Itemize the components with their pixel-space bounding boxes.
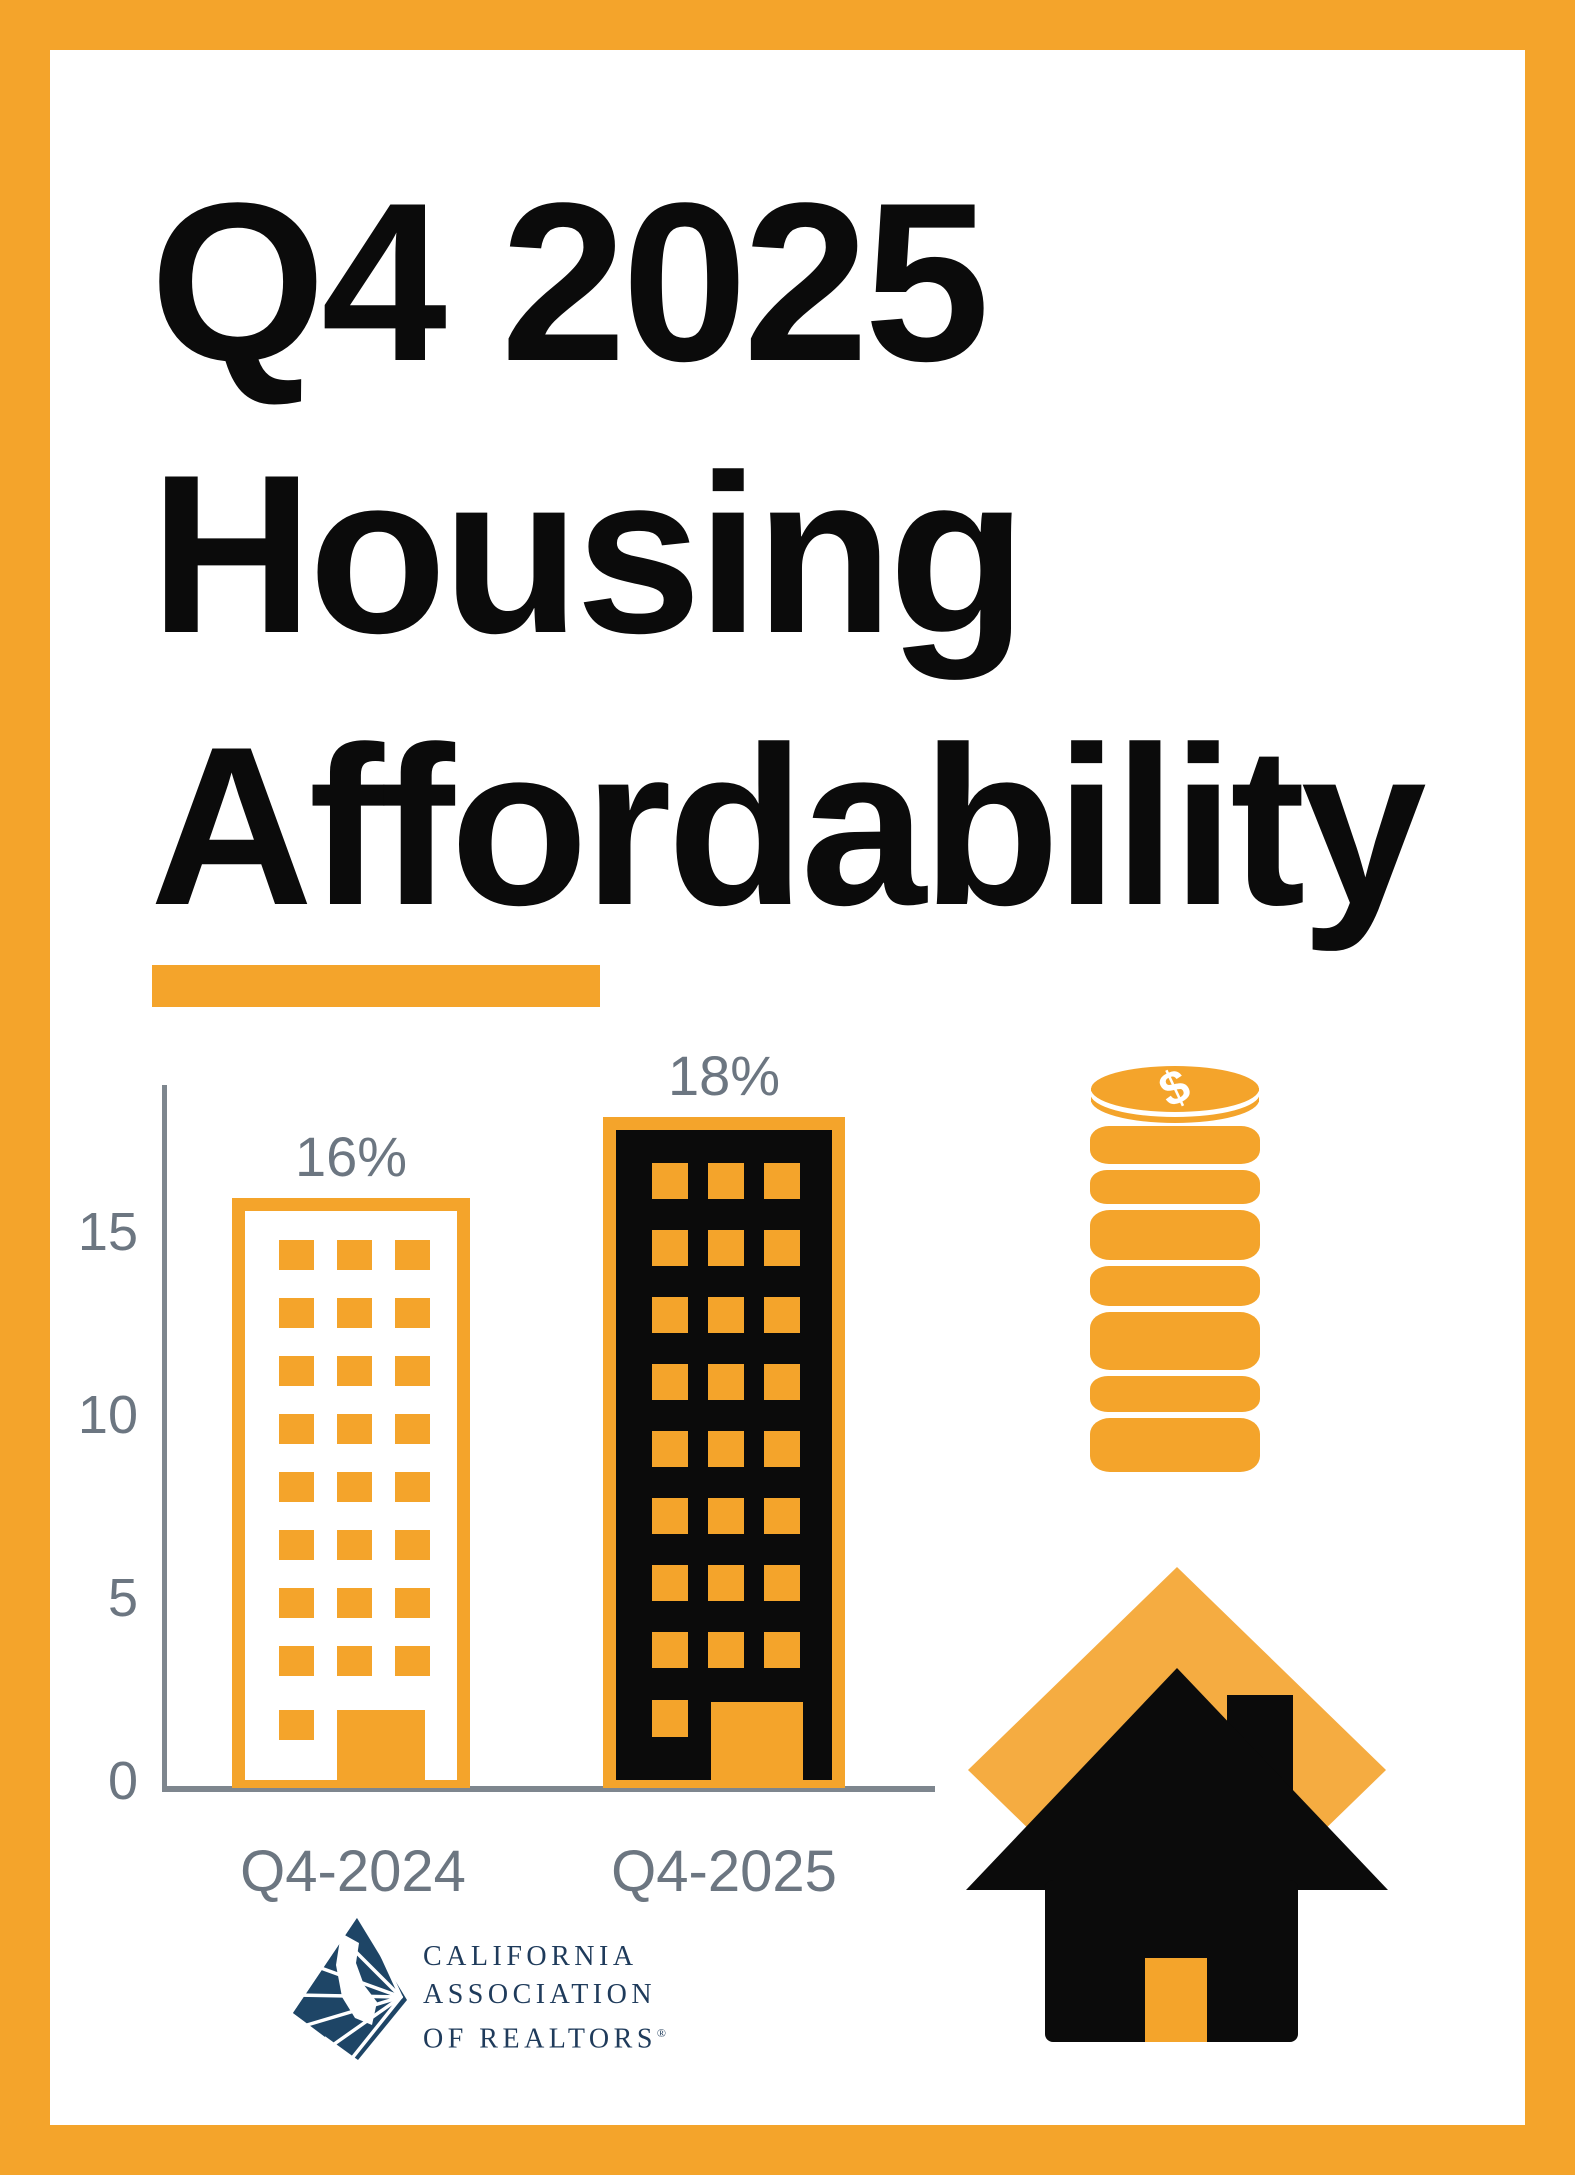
- value-label-q4-2025: 18%: [667, 1044, 781, 1107]
- building-window: [279, 1710, 314, 1740]
- y-tick-label-15: 15: [77, 1202, 138, 1262]
- building-window: [337, 1414, 372, 1444]
- building-window: [708, 1498, 744, 1534]
- building-window: [652, 1700, 688, 1737]
- y-tick-label-0: 0: [107, 1751, 138, 1811]
- building-window: [708, 1431, 744, 1467]
- building-window: [652, 1163, 688, 1199]
- building-window: [764, 1498, 800, 1534]
- logo-text-line-3: OF REALTORS®: [423, 2023, 667, 2055]
- title-accent-bar: [152, 965, 600, 1007]
- building-window: [337, 1530, 372, 1560]
- building-window: [764, 1565, 800, 1601]
- building-window: [279, 1298, 314, 1328]
- x-category-label-q4-2025: Q4-2025: [611, 1839, 837, 1904]
- building-window: [279, 1414, 314, 1444]
- y-axis-line: [162, 1085, 167, 1792]
- building-window: [652, 1565, 688, 1601]
- value-label-q4-2024: 16%: [294, 1125, 408, 1188]
- building-window: [708, 1364, 744, 1400]
- building-door: [337, 1710, 425, 1780]
- building-window: [395, 1588, 430, 1618]
- building-window: [395, 1240, 430, 1270]
- building-window: [395, 1530, 430, 1560]
- page-title-line-1: Q4 2025: [150, 155, 990, 408]
- building-door: [711, 1702, 803, 1780]
- building-window: [279, 1240, 314, 1270]
- building-window: [652, 1364, 688, 1400]
- building-window: [395, 1356, 430, 1386]
- building-window: [764, 1230, 800, 1266]
- page-title-line-2: Housing: [150, 427, 1027, 680]
- logo-text: CALIFORNIA ASSOCIATION OF REALTORS®: [423, 1938, 666, 2058]
- building-window: [337, 1240, 372, 1270]
- building-window: [337, 1472, 372, 1502]
- car-logo-icon: [293, 1918, 407, 2060]
- building-window: [337, 1646, 372, 1676]
- building-window: [395, 1414, 430, 1444]
- building-window: [708, 1163, 744, 1199]
- building-window: [708, 1297, 744, 1333]
- building-window: [708, 1230, 744, 1266]
- x-axis-line: [162, 1786, 935, 1792]
- building-window: [764, 1297, 800, 1333]
- building-window: [279, 1356, 314, 1386]
- building-window: [764, 1364, 800, 1400]
- building-window: [337, 1588, 372, 1618]
- building-window: [279, 1588, 314, 1618]
- building-windows: [279, 1240, 430, 1676]
- building-window: [279, 1530, 314, 1560]
- logo-text-line-2: ASSOCIATION: [423, 1979, 657, 2010]
- page-title: Q4 2025 Housing Affordability: [150, 146, 1427, 962]
- bar-building-q4-2024: [232, 1198, 470, 1788]
- building-window: [395, 1298, 430, 1328]
- building-window: [652, 1632, 688, 1668]
- house-icon: [966, 1567, 1388, 2042]
- y-tick-label-5: 5: [107, 1568, 138, 1628]
- coin-stack-icon: $: [1090, 1059, 1260, 1472]
- x-category-label-q4-2024: Q4-2024: [240, 1839, 466, 1904]
- building-window: [764, 1431, 800, 1467]
- house-door: [1145, 1958, 1207, 2042]
- building-window: [395, 1646, 430, 1676]
- building-window: [764, 1163, 800, 1199]
- building-windows: [652, 1163, 800, 1668]
- building-window: [279, 1472, 314, 1502]
- building-window: [708, 1632, 744, 1668]
- registered-mark: ®: [656, 2026, 667, 2040]
- page-title-line-3: Affordability: [150, 699, 1427, 952]
- building-window: [337, 1356, 372, 1386]
- building-window: [652, 1230, 688, 1266]
- building-window: [395, 1472, 430, 1502]
- building-window: [337, 1298, 372, 1328]
- building-window: [652, 1297, 688, 1333]
- building-window: [764, 1632, 800, 1668]
- logo-text-line-1: CALIFORNIA: [423, 1941, 638, 1972]
- building-window: [652, 1431, 688, 1467]
- building-window: [652, 1498, 688, 1534]
- building-window: [708, 1565, 744, 1601]
- y-tick-label-10: 10: [77, 1385, 138, 1445]
- bar-building-q4-2025: [603, 1117, 845, 1788]
- building-window: [279, 1646, 314, 1676]
